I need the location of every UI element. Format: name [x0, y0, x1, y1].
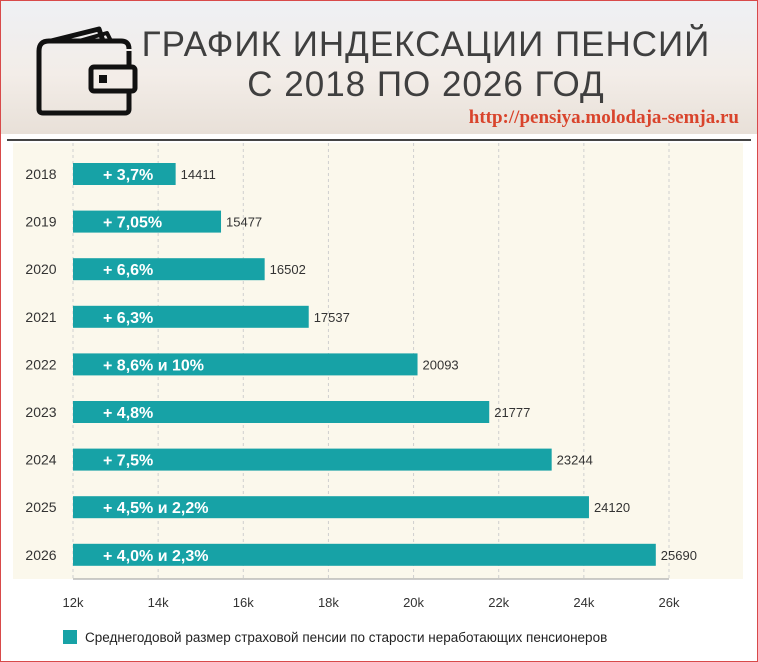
bar-percent-label: + 3,7%	[103, 167, 153, 184]
bar-percent-label: + 4,0% и 2,3%	[103, 548, 208, 565]
x-tick-label: 14k	[148, 595, 169, 610]
x-tick-label: 16k	[233, 595, 254, 610]
bar-value-label: 25690	[661, 548, 697, 563]
y-category-label: 2023	[25, 404, 56, 420]
bar-value-label: 17537	[314, 310, 350, 325]
bar-percent-label: + 7,5%	[103, 453, 153, 470]
wallet-icon	[36, 26, 138, 116]
bar	[73, 543, 656, 566]
y-category-label: 2022	[25, 356, 56, 372]
bar-value-label: 24120	[594, 500, 630, 515]
bar	[73, 305, 309, 328]
bar-percent-label: + 4,8%	[103, 405, 153, 422]
legend-swatch	[63, 630, 77, 644]
site-url[interactable]: http://pensiya.molodaja-semja.ru	[468, 107, 739, 128]
bar-value-label: 16502	[270, 262, 306, 277]
legend-label: Среднегодовой размер страховой пенсии по…	[85, 629, 608, 645]
bar-percent-label: + 4,5% и 2,2%	[103, 500, 208, 517]
bar	[73, 210, 222, 233]
bar	[73, 401, 490, 423]
x-tick-label: 20k	[403, 595, 424, 610]
bar-value-label: 21777	[494, 405, 530, 420]
bar-value-label: 14411	[181, 167, 216, 182]
header: ГРАФИК ИНДЕКСАЦИИ ПЕНСИЙ С 2018 ПО 2026 …	[1, 1, 757, 134]
y-category-label: 2021	[25, 309, 56, 325]
bar-value-label: 15477	[226, 215, 262, 230]
y-category-label: 2018	[25, 166, 56, 182]
bar	[73, 496, 589, 519]
bar	[73, 353, 418, 376]
x-tick-label: 24k	[573, 595, 594, 610]
y-category-label: 2019	[25, 214, 56, 230]
title-line-2: С 2018 ПО 2026 ГОД	[247, 65, 605, 104]
y-category-label: 2020	[25, 261, 56, 277]
bar	[73, 163, 176, 185]
y-category-label: 2024	[25, 452, 56, 468]
x-tick-label: 26k	[659, 595, 680, 610]
bar-value-label: 20093	[423, 357, 459, 372]
bar-percent-label: + 7,05%	[103, 215, 162, 232]
bar	[73, 448, 552, 471]
y-category-label: 2026	[25, 547, 56, 563]
y-category-label: 2025	[25, 499, 56, 515]
legend: Среднегодовой размер страховой пенсии по…	[63, 628, 607, 646]
x-tick-label: 22k	[488, 595, 509, 610]
bar-value-label: 23244	[557, 453, 593, 468]
title-line-1: ГРАФИК ИНДЕКСАЦИИ ПЕНСИЙ	[141, 25, 711, 64]
bar	[73, 258, 265, 281]
bar-percent-label: + 8,6% и 10%	[103, 357, 204, 374]
bar-percent-label: + 6,3%	[103, 310, 153, 327]
bar-percent-label: + 6,6%	[103, 262, 153, 279]
x-tick-label: 12k	[63, 595, 84, 610]
header-divider	[7, 139, 751, 141]
x-tick-label: 18k	[318, 595, 339, 610]
